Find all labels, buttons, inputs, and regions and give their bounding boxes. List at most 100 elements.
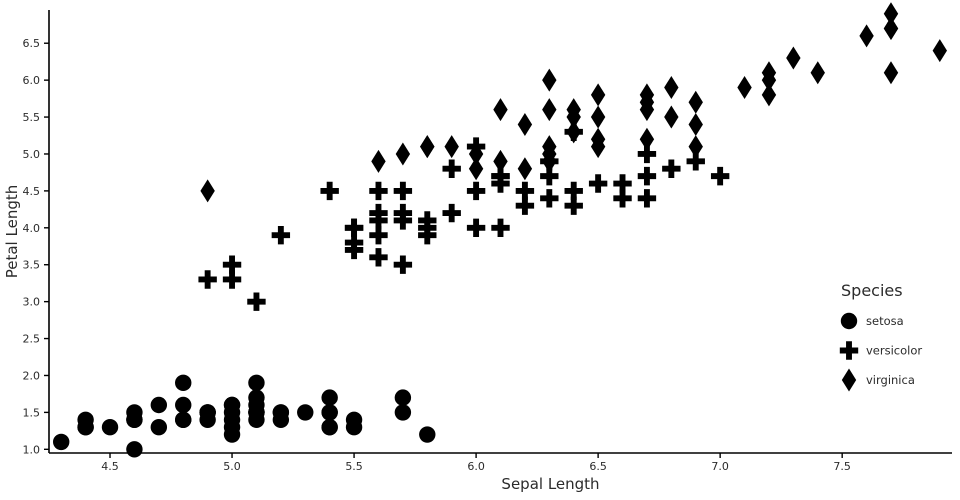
data-point <box>321 389 338 406</box>
data-point <box>664 105 679 129</box>
data-point <box>761 83 777 107</box>
data-point <box>564 196 583 215</box>
data-point <box>542 149 557 173</box>
data-point <box>515 196 535 215</box>
data-point <box>786 46 801 70</box>
y-tick-label: 5.5 <box>23 111 41 124</box>
y-tick-label: 3.0 <box>23 296 41 309</box>
data-point <box>272 404 290 421</box>
data-point <box>126 441 143 458</box>
data-point <box>468 157 484 181</box>
y-tick-label: 1.5 <box>23 406 41 419</box>
data-point <box>126 411 143 428</box>
data-point <box>53 433 70 451</box>
data-point <box>418 218 437 238</box>
data-point <box>590 127 606 151</box>
data-point <box>639 127 655 151</box>
data-point <box>637 166 657 186</box>
data-point <box>369 225 388 245</box>
diamond-marker-icon <box>841 368 857 392</box>
data-point <box>566 98 581 122</box>
data-point <box>248 404 265 421</box>
data-point <box>883 61 899 85</box>
x-tick-label: 5.5 <box>345 460 363 473</box>
data-point <box>345 411 363 428</box>
data-point <box>883 2 899 26</box>
data-point <box>393 211 413 230</box>
data-point <box>566 120 581 144</box>
x-tick-label: 7.5 <box>833 460 851 473</box>
data-point <box>737 76 752 100</box>
data-point <box>932 39 947 63</box>
data-point <box>369 181 388 201</box>
data-point <box>810 61 825 85</box>
axes-layer: 4.5 5.0 5.5 6.0 6.5 7.0 7.5 1.0 1.5 2.0 2.5 3.0 3.5 4… <box>3 10 952 493</box>
data-point <box>320 181 339 201</box>
y-tick-label: 2.0 <box>23 369 41 382</box>
legend-item-label: setosa <box>866 314 904 328</box>
data-point <box>639 98 655 122</box>
data-point <box>344 240 364 260</box>
data-point <box>688 112 703 136</box>
x-tick-label: 4.5 <box>101 460 119 473</box>
data-point <box>466 218 486 238</box>
data-point <box>859 24 874 48</box>
data-point <box>442 203 461 223</box>
data-point <box>639 83 655 107</box>
data-point <box>588 174 608 193</box>
data-point <box>222 270 242 289</box>
y-tick-label: 6.0 <box>23 74 41 87</box>
data-point <box>175 374 192 392</box>
data-point <box>395 142 411 166</box>
x-tick-label: 5.0 <box>223 460 241 473</box>
series-virginica <box>200 2 947 203</box>
data-point <box>369 248 388 267</box>
data-point <box>150 418 168 436</box>
data-point <box>491 166 510 186</box>
data-point <box>686 152 705 171</box>
data-point <box>883 16 899 40</box>
y-tick-label: 2.5 <box>23 333 41 346</box>
x-tick-label: 6.0 <box>467 460 485 473</box>
data-point <box>393 181 413 201</box>
legend-item-setosa[interactable]: setosa <box>840 312 904 330</box>
data-point <box>199 404 216 421</box>
data-point <box>175 411 192 428</box>
data-point <box>223 418 241 436</box>
chart-legend: Species setosa versicolor virginica <box>839 281 923 392</box>
y-tick-label: 6.5 <box>23 37 41 50</box>
data-point <box>420 135 435 159</box>
data-point <box>564 181 583 201</box>
data-point <box>491 218 510 238</box>
data-point <box>542 98 557 122</box>
data-point <box>542 68 557 92</box>
data-point <box>321 404 338 421</box>
data-point <box>466 181 486 201</box>
y-tick-label: 4.5 <box>23 185 41 198</box>
data-point <box>688 135 703 159</box>
data-point <box>223 396 241 414</box>
data-point <box>369 211 388 230</box>
data-point <box>442 159 461 178</box>
data-point <box>394 404 412 421</box>
data-point <box>371 149 386 173</box>
data-point <box>150 396 168 414</box>
legend-item-versicolor[interactable]: versicolor <box>839 341 923 360</box>
y-axis-title: Petal Length <box>3 185 21 279</box>
data-point <box>297 404 314 421</box>
legend-item-virginica[interactable]: virginica <box>841 368 915 392</box>
series-setosa <box>53 374 436 458</box>
data-point <box>637 144 657 164</box>
data-point <box>613 174 632 193</box>
data-point <box>761 61 777 85</box>
cross-marker-icon <box>839 341 859 360</box>
y-tick-label: 4.0 <box>23 222 41 235</box>
data-point <box>664 76 679 100</box>
data-point <box>540 166 559 186</box>
data-point <box>344 218 364 238</box>
x-tick-label: 7.0 <box>711 460 729 473</box>
data-point <box>542 135 557 159</box>
y-tick-label: 1.0 <box>23 443 41 456</box>
